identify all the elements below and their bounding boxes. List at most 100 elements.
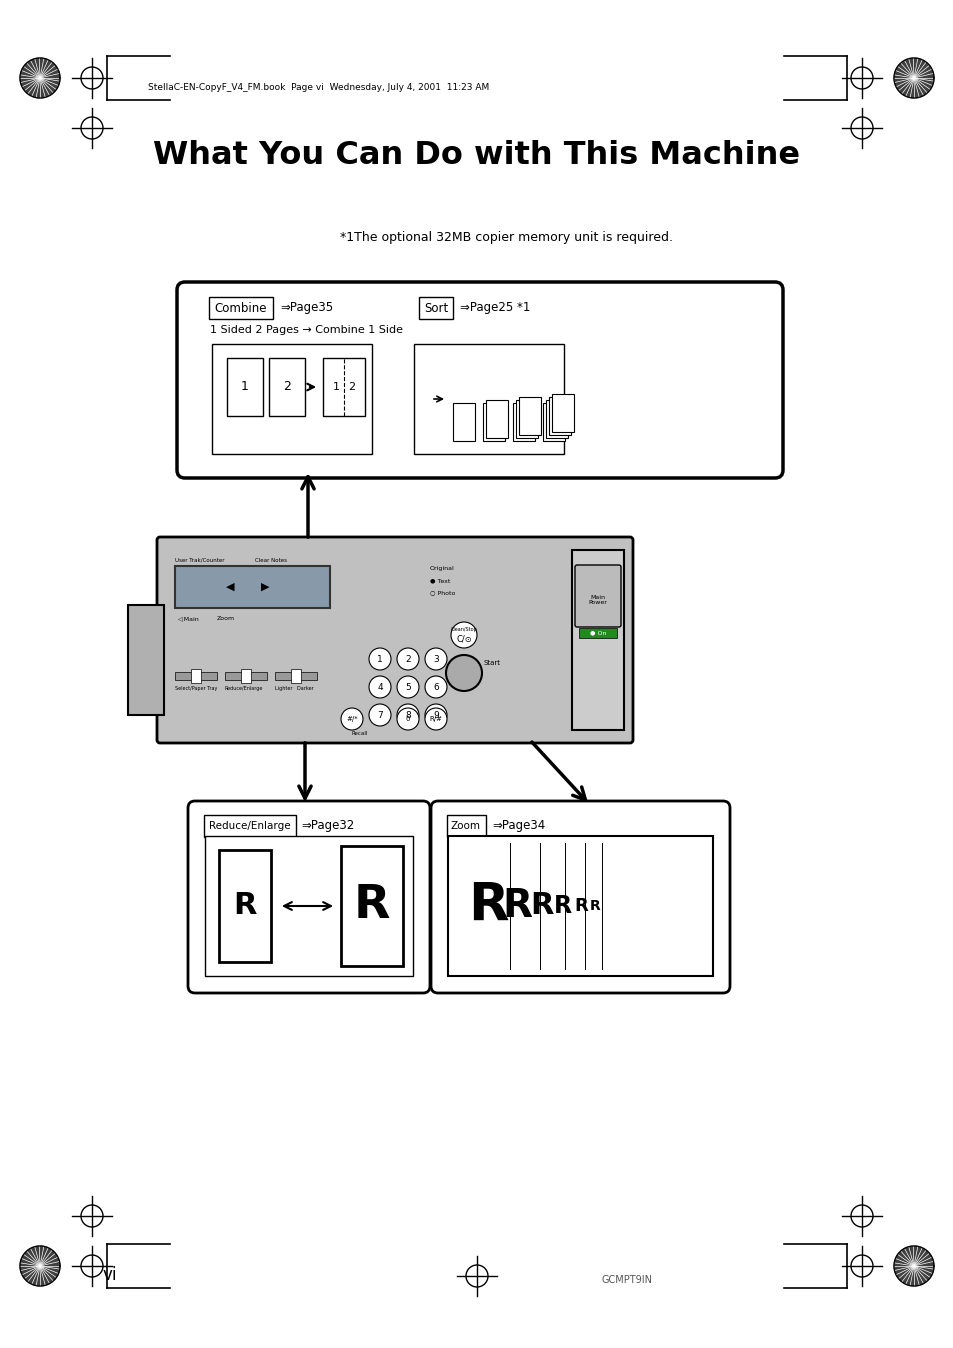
Bar: [274, 673, 316, 679]
Bar: [219, 851, 271, 962]
Circle shape: [396, 704, 418, 727]
Text: ◁ Main: ◁ Main: [177, 616, 198, 621]
Text: Original: Original: [430, 566, 455, 572]
FancyBboxPatch shape: [157, 537, 633, 743]
FancyBboxPatch shape: [414, 344, 563, 454]
Text: Lighter   Darker: Lighter Darker: [274, 686, 314, 692]
Text: R: R: [354, 883, 390, 929]
Circle shape: [424, 675, 447, 698]
Text: ● On: ● On: [589, 631, 605, 635]
Circle shape: [451, 621, 476, 648]
FancyBboxPatch shape: [418, 297, 453, 319]
Text: 3: 3: [433, 655, 438, 663]
Polygon shape: [893, 58, 933, 98]
FancyBboxPatch shape: [177, 282, 782, 479]
Text: 7: 7: [376, 710, 382, 720]
Text: Reduce/Enlarge: Reduce/Enlarge: [209, 821, 291, 830]
Bar: [323, 359, 365, 417]
Text: 8: 8: [405, 710, 411, 720]
Text: ● Text: ● Text: [430, 578, 450, 582]
Text: GCMPT9IN: GCMPT9IN: [601, 1275, 652, 1285]
Text: R: R: [233, 891, 256, 921]
FancyBboxPatch shape: [209, 297, 273, 319]
Text: Start: Start: [483, 661, 500, 666]
Text: Select/Paper Tray: Select/Paper Tray: [174, 686, 217, 692]
Bar: [545, 400, 567, 438]
Bar: [542, 403, 564, 441]
Text: *1The optional 32MB copier memory unit is required.: *1The optional 32MB copier memory unit i…: [340, 231, 673, 244]
FancyBboxPatch shape: [212, 344, 372, 454]
Text: R: R: [554, 894, 572, 918]
Text: Zoom: Zoom: [451, 821, 480, 830]
Circle shape: [396, 648, 418, 670]
Text: 9: 9: [433, 710, 438, 720]
Text: 1 Sided 2 Pages → Combine 1 Side: 1 Sided 2 Pages → Combine 1 Side: [210, 325, 402, 336]
Circle shape: [396, 708, 418, 731]
Bar: [453, 403, 475, 441]
Text: 2: 2: [348, 381, 355, 392]
Bar: [191, 669, 201, 683]
Text: ⇒Page35: ⇒Page35: [280, 302, 333, 314]
Text: ◀: ◀: [226, 582, 234, 592]
Bar: [513, 403, 535, 441]
Bar: [241, 669, 251, 683]
Circle shape: [424, 648, 447, 670]
Circle shape: [424, 708, 447, 731]
Text: Main
Power: Main Power: [588, 594, 607, 605]
Text: R/#: R/#: [429, 716, 442, 723]
Polygon shape: [20, 58, 60, 98]
Bar: [485, 400, 507, 438]
Text: 2: 2: [283, 380, 291, 394]
Text: Recall: Recall: [352, 731, 368, 736]
Bar: [482, 403, 504, 441]
Polygon shape: [20, 1246, 60, 1286]
Text: StellaC-EN-CopyF_V4_FM.book  Page vi  Wednesday, July 4, 2001  11:23 AM: StellaC-EN-CopyF_V4_FM.book Page vi Wedn…: [148, 84, 489, 93]
Polygon shape: [893, 1246, 933, 1286]
Bar: [174, 566, 330, 608]
FancyBboxPatch shape: [205, 836, 413, 976]
Text: R: R: [589, 899, 600, 913]
Circle shape: [369, 675, 391, 698]
Text: R: R: [530, 891, 553, 921]
FancyBboxPatch shape: [431, 801, 729, 993]
Bar: [578, 628, 617, 638]
Bar: [518, 398, 540, 435]
Bar: [548, 398, 571, 435]
Bar: [516, 400, 537, 438]
FancyBboxPatch shape: [448, 836, 712, 976]
Text: #/*: #/*: [346, 716, 357, 723]
Text: Sort: Sort: [423, 302, 448, 314]
Text: User Trak/Counter: User Trak/Counter: [174, 558, 224, 563]
Text: C/⊙: C/⊙: [456, 635, 472, 643]
Text: Reduce/Enlarge: Reduce/Enlarge: [225, 686, 263, 692]
Circle shape: [369, 704, 391, 727]
Bar: [291, 669, 301, 683]
Text: 2: 2: [405, 655, 411, 663]
FancyBboxPatch shape: [188, 801, 430, 993]
Text: R: R: [574, 896, 587, 915]
Bar: [269, 359, 305, 417]
Text: 1: 1: [376, 655, 382, 663]
Circle shape: [446, 655, 481, 692]
Text: 0: 0: [405, 716, 410, 723]
Text: vi: vi: [103, 1266, 117, 1285]
Circle shape: [396, 675, 418, 698]
Text: 1: 1: [241, 380, 249, 394]
FancyBboxPatch shape: [204, 816, 295, 837]
Text: R: R: [501, 887, 532, 925]
Text: ▶: ▶: [260, 582, 269, 592]
Bar: [174, 673, 216, 679]
Text: Clear Notes: Clear Notes: [254, 558, 287, 563]
Text: 6: 6: [433, 682, 438, 692]
FancyBboxPatch shape: [575, 565, 620, 627]
Circle shape: [424, 704, 447, 727]
Bar: [552, 394, 574, 431]
Circle shape: [340, 708, 363, 731]
Bar: [572, 550, 623, 731]
Text: R: R: [468, 880, 508, 931]
Text: 4: 4: [376, 682, 382, 692]
Bar: [225, 673, 267, 679]
Text: What You Can Do with This Machine: What You Can Do with This Machine: [153, 139, 800, 170]
Text: Zoom: Zoom: [216, 616, 234, 621]
Text: ○ Photo: ○ Photo: [430, 590, 455, 594]
